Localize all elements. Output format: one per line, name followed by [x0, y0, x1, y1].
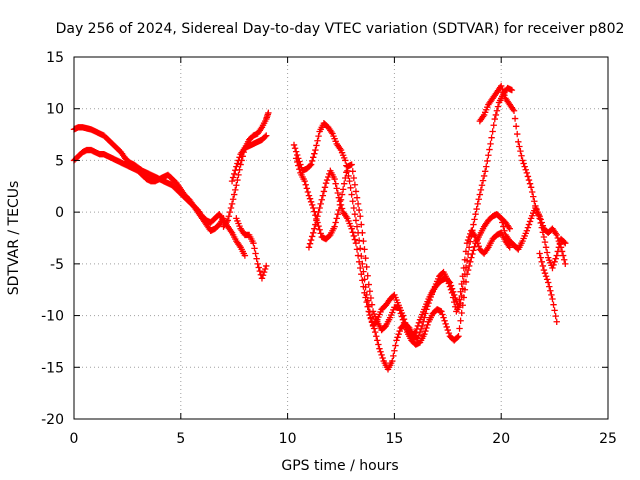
plot-frame: [73, 56, 609, 420]
axis-ticks: 0 5 10 15 20 25 -20 -15 -10 -5 0 5 10 15: [41, 50, 617, 447]
y-tick-label: -15: [41, 360, 64, 376]
y-tick-label: 10: [46, 102, 64, 118]
y-tick-label: 0: [55, 205, 64, 221]
data-point-markers: [305, 167, 513, 340]
x-tick-label: 20: [492, 431, 510, 447]
data-point-markers: [536, 250, 560, 325]
series-track-g: [292, 155, 513, 348]
series-track-h: [305, 167, 513, 340]
data-point-markers: [498, 204, 569, 268]
x-tick-label: 10: [279, 431, 297, 447]
series-track-k: [536, 250, 560, 325]
grid-lines: [74, 57, 608, 419]
series-track-c: [220, 109, 272, 230]
data-point-markers: [228, 132, 270, 185]
y-tick-label: 5: [55, 153, 64, 169]
series-track-j: [498, 204, 569, 268]
y-tick-label: -5: [50, 257, 64, 273]
x-tick-label: 15: [385, 431, 403, 447]
data-point-markers: [292, 155, 513, 348]
x-tick-label: 5: [176, 431, 185, 447]
series-track-d: [228, 132, 270, 185]
data-marks: [70, 82, 569, 373]
data-point-markers: [220, 109, 272, 230]
series-track-e: [233, 215, 270, 282]
chart-title: Day 256 of 2024, Sidereal Day-to-day VTE…: [56, 21, 625, 37]
y-tick-label: -20: [41, 412, 64, 428]
y-axis-label: SDTVAR / TECUs: [6, 181, 22, 296]
data-point-markers: [70, 124, 249, 259]
x-tick-label: 0: [70, 431, 79, 447]
y-tick-label: 15: [46, 50, 64, 66]
y-tick-label: -10: [41, 309, 64, 325]
series-track-a: [70, 124, 249, 259]
x-axis-label: GPS time / hours: [281, 458, 398, 474]
data-point-markers: [233, 215, 270, 282]
x-tick-label: 25: [599, 431, 617, 447]
